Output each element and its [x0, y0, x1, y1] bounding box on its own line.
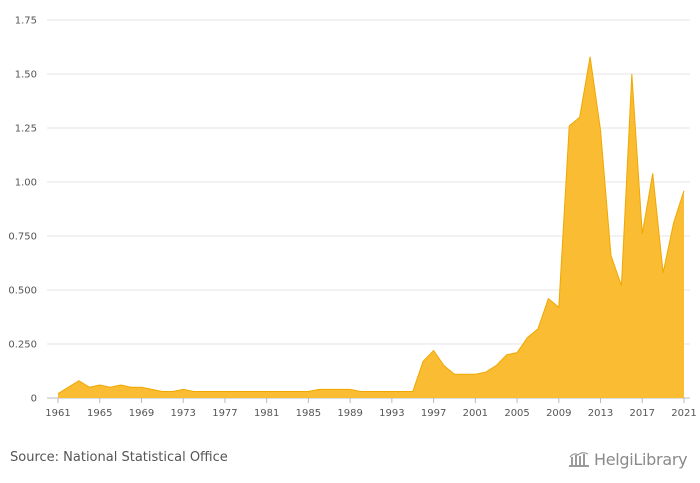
x-tick-label: 1993 — [379, 408, 404, 419]
x-tick-label: 1981 — [254, 408, 279, 419]
y-tick-label: 1.00 — [15, 178, 37, 189]
x-tick-label: 2005 — [504, 408, 529, 419]
x-tick-label: 1977 — [212, 408, 237, 419]
source-note: Source: National Statistical Office — [10, 450, 228, 465]
y-tick-label: 0.750 — [8, 232, 37, 243]
x-tick-label: 2009 — [546, 408, 571, 419]
series-area-fill — [58, 56, 684, 398]
y-axis: 0 0.250 0.500 0.750 1.00 1.25 1.50 1.75 — [8, 16, 37, 405]
x-tick-label: 1961 — [45, 408, 70, 419]
x-tick-label: 2013 — [588, 408, 613, 419]
series-line — [57, 56, 685, 395]
x-tick-label: 1973 — [170, 408, 195, 419]
x-axis: 1961 1965 1969 1973 1977 1981 1985 1989 1993 1997… — [45, 398, 697, 419]
x-tick-label: 2017 — [630, 408, 655, 419]
x-tick-label: 1965 — [87, 408, 112, 419]
gridlines — [47, 19, 690, 399]
x-tick-label: 1985 — [296, 408, 321, 419]
y-tick-label: 0 — [31, 394, 37, 405]
y-tick-label: 1.25 — [15, 124, 37, 135]
y-tick-label: 0.250 — [8, 340, 37, 351]
y-tick-label: 1.75 — [15, 16, 37, 27]
x-tick-label: 1997 — [421, 408, 446, 419]
x-tick-label: 1989 — [337, 408, 362, 419]
x-tick-label: 1969 — [129, 408, 154, 419]
logo-text: HelgiLibrary — [594, 449, 688, 469]
library-columns-icon — [569, 452, 589, 467]
x-tick-label: 2001 — [463, 408, 488, 419]
y-tick-label: 1.50 — [15, 70, 37, 81]
y-tick-label: 0.500 — [8, 286, 37, 297]
x-tick-label: 2021 — [671, 408, 696, 419]
series-area — [57, 56, 685, 398]
helgilibrary-logo[interactable]: HelgiLibrary — [568, 448, 688, 470]
